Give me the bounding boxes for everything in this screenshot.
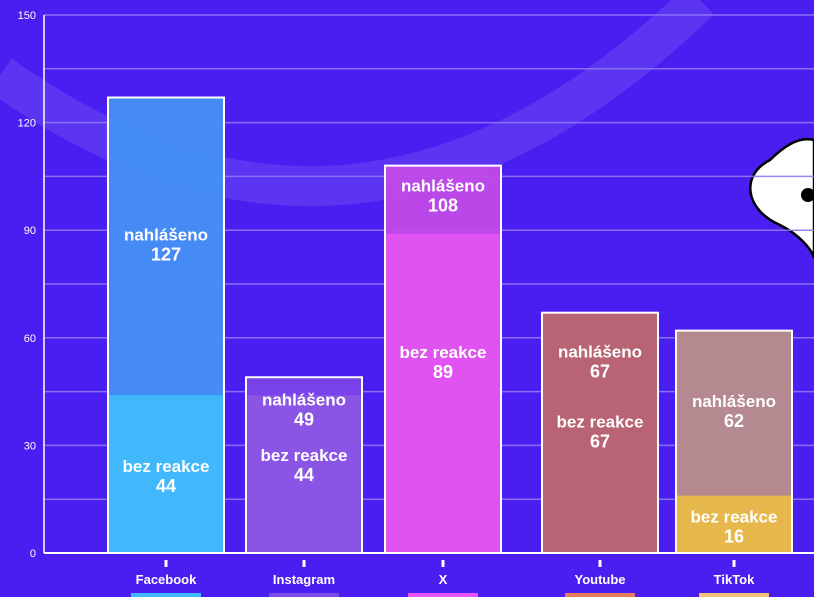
character-icon <box>749 137 814 259</box>
eye-icon <box>801 188 814 202</box>
x-tick-label: Instagram <box>273 572 335 587</box>
x-axis-labels: Facebook Instagram X Youtube TikTok <box>131 560 769 597</box>
legend-swatch <box>699 593 769 597</box>
bar-no-reaction <box>676 495 792 553</box>
data-label-reported-text: nahlášeno <box>692 392 776 411</box>
data-label-reported-text: nahlášeno <box>124 225 208 244</box>
data-label-reported-value: 49 <box>294 409 314 429</box>
x-tick-label: Facebook <box>136 572 197 587</box>
legend-swatch <box>269 593 339 597</box>
x-tick-label: Youtube <box>574 572 625 587</box>
bar-no-reaction <box>385 233 501 553</box>
y-axis-ticks: 0 30 60 90 120 150 <box>18 10 36 560</box>
legend-swatch <box>565 593 635 597</box>
bar-no-reaction <box>108 395 224 553</box>
data-label-reported-value: 108 <box>428 196 458 216</box>
bar-no-reaction <box>542 312 658 553</box>
x-tick-label: TikTok <box>714 572 755 587</box>
data-label-no-reaction-text: bez reakce <box>261 446 348 465</box>
y-tick-label: 60 <box>24 333 36 345</box>
bar-no-reaction <box>246 395 362 553</box>
data-label-no-reaction-text: bez reakce <box>557 413 644 432</box>
legend-swatch <box>131 593 201 597</box>
x-tick-label: X <box>439 572 448 587</box>
data-label-reported-value: 67 <box>590 362 610 382</box>
data-label-reported-text: nahlášeno <box>558 343 642 362</box>
background-decoration <box>0 0 814 259</box>
y-tick-label: 90 <box>24 225 36 237</box>
data-label-no-reaction-text: bez reakce <box>691 507 778 526</box>
y-tick-label: 30 <box>24 440 36 452</box>
legend-swatch <box>408 593 478 597</box>
data-label-no-reaction-value: 89 <box>433 362 453 382</box>
data-label-no-reaction-value: 44 <box>156 476 176 496</box>
data-label-reported-value: 127 <box>151 244 181 264</box>
data-label-reported-text: nahlášeno <box>262 390 346 409</box>
data-label-reported-text: nahlášeno <box>401 177 485 196</box>
data-label-no-reaction-text: bez reakce <box>123 457 210 476</box>
data-label-no-reaction-value: 67 <box>590 432 610 452</box>
data-label-no-reaction-text: bez reakce <box>400 343 487 362</box>
data-label-no-reaction-value: 16 <box>724 526 744 546</box>
data-label-no-reaction-value: 44 <box>294 465 314 485</box>
data-label-reported-value: 62 <box>724 411 744 431</box>
y-tick-label: 0 <box>30 548 36 560</box>
y-tick-label: 120 <box>18 118 36 130</box>
y-tick-label: 150 <box>18 10 36 22</box>
